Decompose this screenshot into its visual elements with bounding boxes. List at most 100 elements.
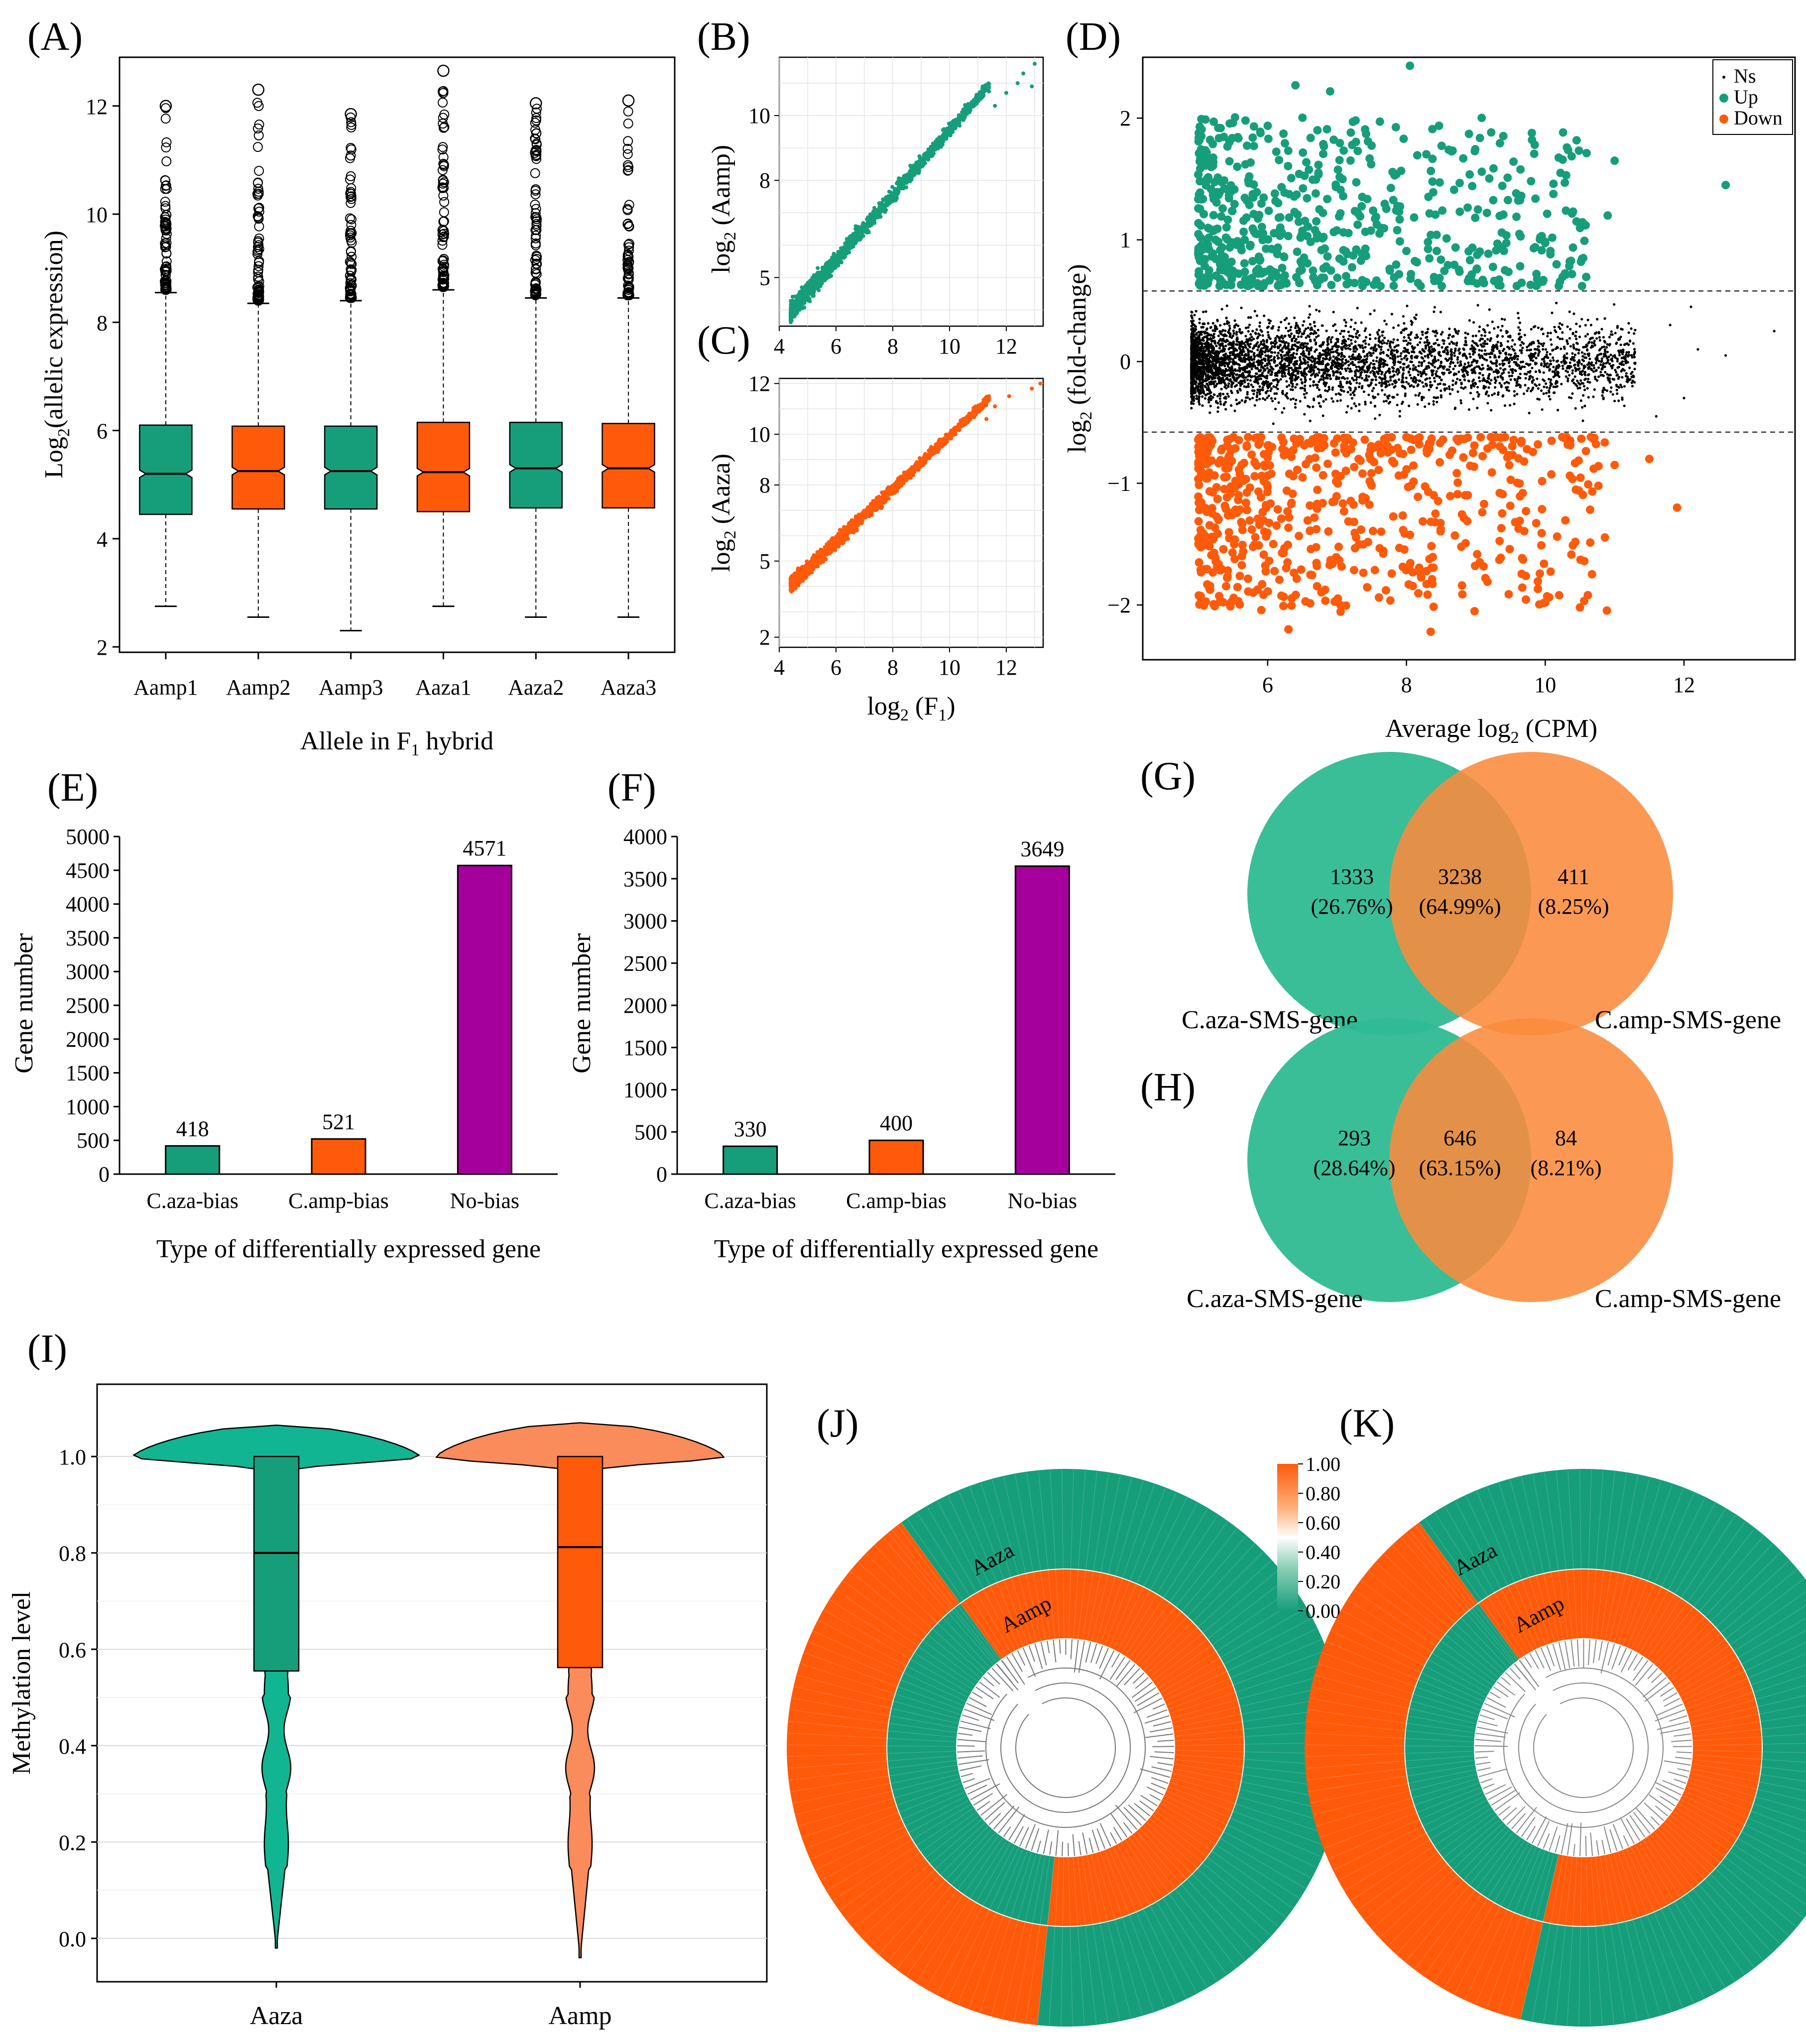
b-point	[943, 136, 948, 140]
d-point-ns	[1581, 369, 1584, 372]
b-point	[889, 195, 893, 199]
b-point	[845, 244, 850, 249]
b-point	[865, 223, 870, 227]
a-outlier-point	[161, 275, 171, 285]
a-outlier-point	[253, 123, 263, 134]
a-outlier-point	[161, 261, 172, 271]
a-outlier-point	[531, 231, 541, 241]
d-point-ns	[1312, 332, 1315, 335]
a-outlier-point	[345, 256, 355, 267]
c-point	[962, 420, 966, 425]
d-point-ns	[1459, 401, 1463, 405]
b-point	[847, 241, 851, 245]
d-point-ns	[1551, 311, 1554, 314]
a-outlier-point	[438, 255, 449, 266]
c-point	[969, 412, 973, 416]
d-point-ns	[1476, 385, 1479, 389]
d-point-ns	[1348, 344, 1351, 347]
d-point-ns	[1253, 375, 1256, 378]
b-point	[788, 318, 793, 323]
d-point-ns	[1396, 393, 1399, 396]
d-point-ns	[1277, 329, 1280, 332]
d-point-ns	[1273, 351, 1276, 354]
b-point	[980, 84, 985, 89]
b-ytick-label: 10	[748, 104, 770, 128]
d-point-ns	[1345, 411, 1348, 414]
c-point	[819, 548, 824, 552]
d-point-ns	[1300, 378, 1303, 381]
c-xtick-label: 4	[774, 655, 785, 680]
d-point-ns	[1361, 347, 1364, 350]
b-point	[928, 147, 933, 152]
a-outlier-point	[622, 160, 633, 170]
d-point-ns	[1380, 384, 1383, 387]
c-point	[943, 441, 948, 445]
d-point-ns	[1510, 345, 1513, 348]
d-point-ns	[1433, 376, 1436, 379]
d-point-ns	[1600, 357, 1603, 361]
c-xtick-label: 12	[995, 655, 1017, 680]
a-outlier-point	[160, 218, 171, 229]
d-point-ns	[1526, 389, 1529, 392]
a-ytick-label: 12	[86, 95, 108, 119]
d-point-ns	[1546, 351, 1549, 354]
panel-label-b: (B)	[697, 15, 750, 59]
a-outlier-point	[161, 279, 171, 290]
d-point-ns	[1633, 367, 1636, 370]
d-point-ns	[1423, 360, 1426, 362]
a-outlier-point	[438, 280, 448, 290]
a-outlier-point	[438, 142, 448, 152]
c-point	[842, 533, 846, 537]
b-point	[883, 210, 887, 214]
d-point-ns	[1530, 328, 1533, 331]
d-point-ns	[1441, 346, 1444, 349]
b-point	[879, 207, 884, 212]
b-point	[919, 159, 923, 164]
a-outlier-point	[530, 124, 541, 135]
b-point	[806, 289, 810, 293]
a-outlier-point	[623, 264, 633, 275]
a-outlier-point	[623, 165, 633, 175]
a-outlier-point	[161, 137, 172, 147]
a-outlier-point	[253, 184, 263, 194]
d-point-ns	[1575, 338, 1578, 341]
d-point-ns	[1258, 397, 1261, 401]
b-point	[825, 262, 830, 266]
d-point-ns	[1525, 372, 1528, 376]
panel-c-ylabel: log2 (Aaza)	[707, 454, 739, 572]
d-point-ns	[1322, 357, 1325, 360]
d-point-ns	[1227, 395, 1230, 398]
d-point-ns	[1193, 314, 1196, 317]
d-point-ns	[1258, 385, 1261, 388]
a-outlier-point	[437, 240, 448, 250]
d-point-ns	[1451, 383, 1454, 386]
c-ytick-label: 8	[759, 473, 770, 497]
b-point	[935, 141, 940, 145]
b-point	[947, 126, 951, 130]
b-point	[808, 284, 812, 288]
c-point	[817, 555, 821, 560]
c-point	[973, 406, 978, 411]
a-outlier-point	[439, 274, 450, 284]
d-point-ns	[1625, 372, 1628, 375]
c-point	[930, 452, 935, 457]
d-point-ns	[1594, 361, 1598, 364]
a-outlier-point	[161, 184, 172, 194]
d-point-ns	[1552, 359, 1555, 362]
a-outlier-point	[438, 175, 448, 185]
d-point-ns	[1521, 347, 1524, 350]
c-ytick-label: 5	[759, 549, 770, 574]
b-point	[816, 273, 821, 278]
b-point	[1015, 81, 1020, 86]
c-point	[791, 576, 795, 581]
d-point-ns	[1467, 408, 1471, 411]
d-point-ns	[1287, 330, 1290, 333]
d-point-ns	[1314, 343, 1318, 346]
b-ytick-label: 5	[759, 265, 770, 290]
a-outlier-max	[345, 108, 357, 120]
d-point-ns	[1506, 340, 1509, 343]
d-point-ns	[1349, 358, 1352, 361]
a-outlier-point	[254, 207, 264, 217]
